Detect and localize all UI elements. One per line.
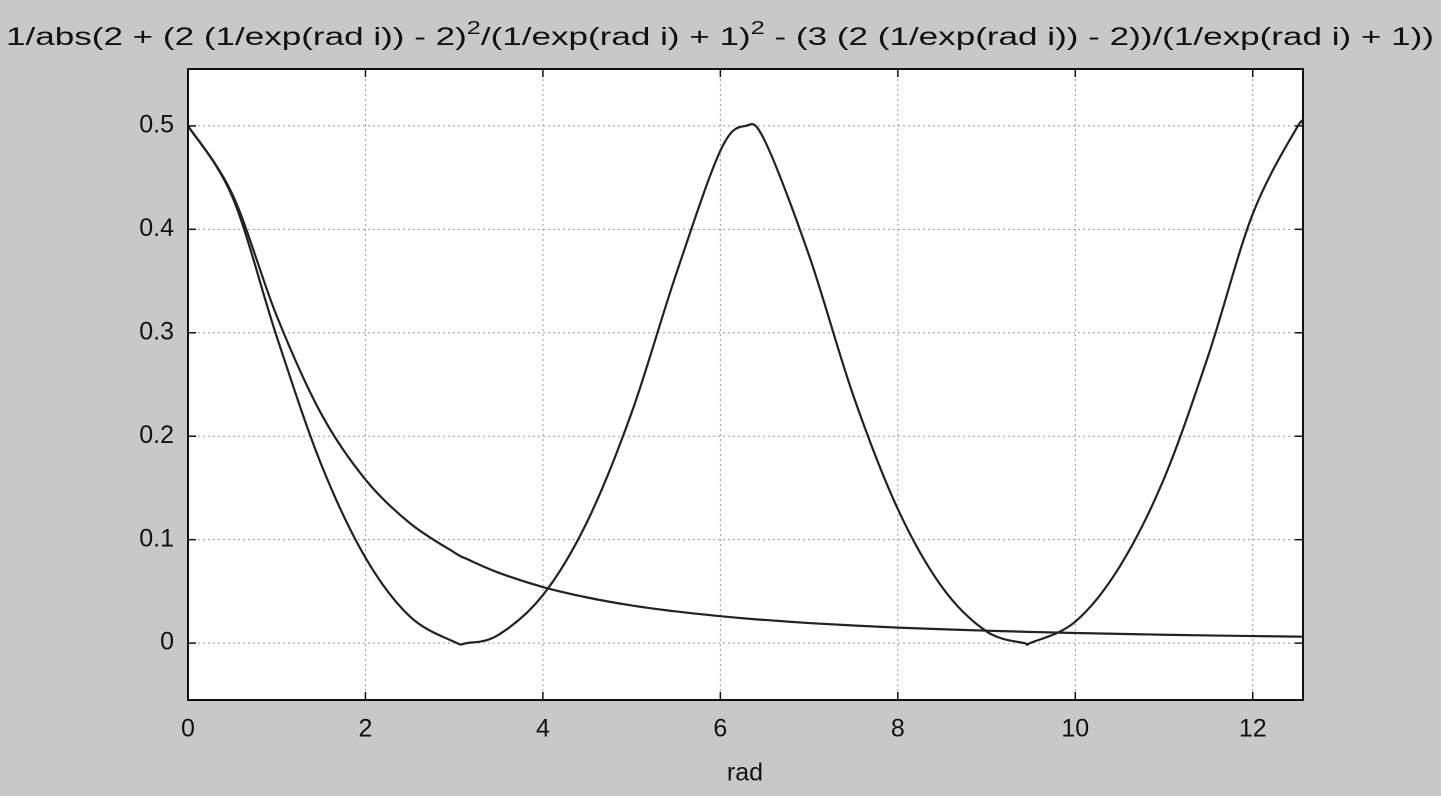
title-superscript: 2 [751,18,765,38]
title-part: - (3 (2 (1/exp(rad i)) - 2))/(1/exp(rad … [765,23,1434,51]
x-tick-label: 4 [536,715,550,743]
y-tick-label: 0.1 [139,524,174,552]
y-tick-label: 0 [160,628,174,656]
title-part: 1/abs(2 + (2 (1/exp(rad i)) - 2) [6,23,467,51]
x-tick-label: 6 [713,715,727,743]
title-part: /(1/exp(rad i) + 1) [481,23,751,51]
x-tick-label: 2 [359,715,373,743]
line [187,119,1305,647]
plot-frame [187,68,1304,701]
y-tick-label: 0.3 [139,317,174,345]
y-tick-label: 0.5 [139,111,174,139]
plot-area [188,69,1303,700]
y-tick-label: 0.2 [139,421,174,449]
line [187,125,1305,638]
x-tick-label: 12 [1239,715,1267,743]
x-tick-label: 10 [1061,715,1089,743]
x-axis-label: rad [727,759,763,787]
x-tick-label: 8 [891,715,905,743]
x-tick-label: 0 [181,715,195,743]
chart-title: 1/abs(2 + (2 (1/exp(rad i)) - 2) 2/(1/exp… [6,18,1434,51]
title-superscript: 2 [467,18,481,38]
y-tick-label: 0.4 [139,214,174,242]
